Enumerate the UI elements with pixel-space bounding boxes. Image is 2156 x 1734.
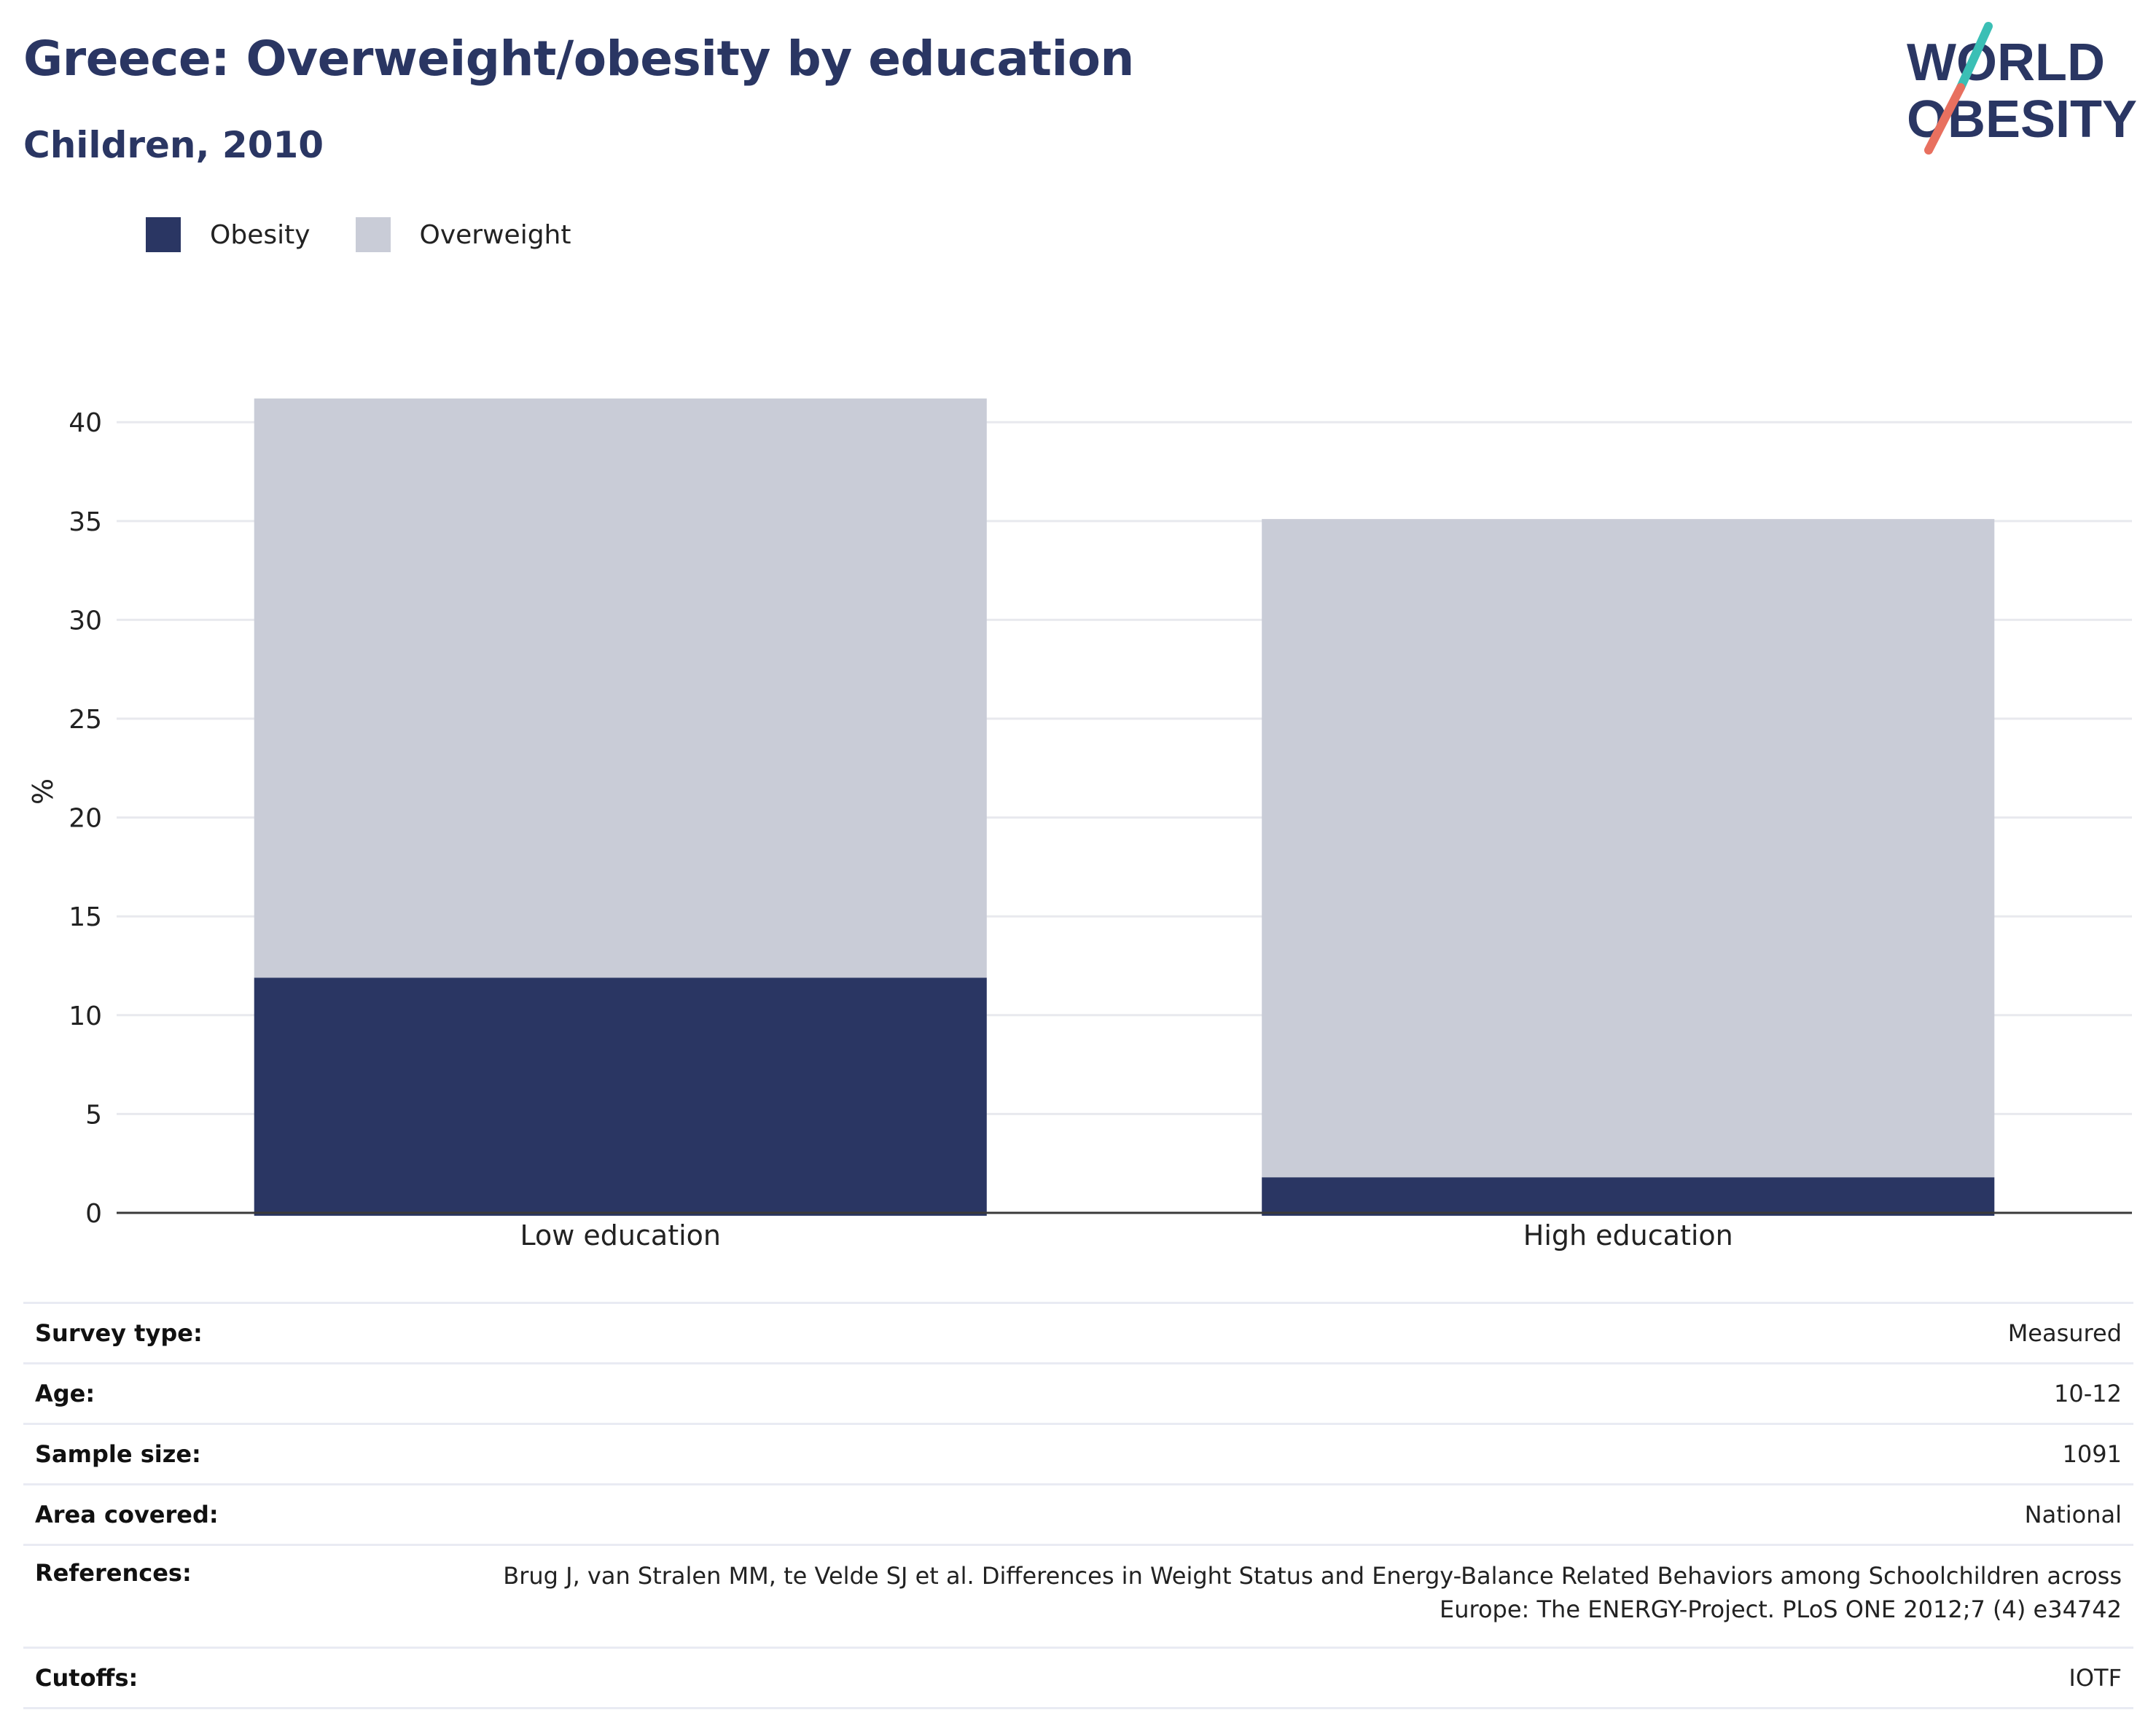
info-key: Sample size: (35, 1440, 201, 1468)
legend-label-obesity: Obesity (210, 219, 310, 250)
logo-slash-bottom (1924, 83, 1965, 155)
y-tick-label: 20 (69, 804, 102, 834)
info-value: Measured (2007, 1319, 2122, 1347)
info-value: 1091 (2062, 1440, 2122, 1468)
y-tick-label: 40 (69, 408, 102, 438)
y-tick-label: 30 (69, 606, 102, 636)
info-key: Area covered: (35, 1501, 219, 1528)
y-tick-label: 0 (85, 1199, 102, 1229)
legend-swatch-obesity (146, 217, 181, 252)
y-axis-label: % (27, 778, 59, 805)
y-tick-labels: 0 5 10 15 20 25 30 35 40 (69, 408, 102, 1229)
info-key: Age: (35, 1380, 95, 1407)
survey-info-table: Survey type: Measured Age: 10-12 Sample si… (23, 1302, 2133, 1709)
y-tick-label: 25 (69, 705, 102, 735)
info-row-sample-size: Sample size: 1091 (23, 1423, 2133, 1485)
bar-overweight-high-education[interactable] (1262, 519, 1995, 1178)
info-key: Cutoffs: (35, 1664, 138, 1692)
info-row-cutoffs: Cutoffs: IOTF (23, 1647, 2133, 1708)
bars (254, 398, 1995, 1216)
info-row-references: References: Brug J, van Stralen MM, te Ve… (23, 1544, 2133, 1648)
bar-obesity-high-education[interactable] (1262, 1177, 1995, 1216)
info-value: National (2024, 1501, 2122, 1528)
info-row-age: Age: 10-12 (23, 1363, 2133, 1424)
info-row-survey-type: Survey type: Measured (23, 1303, 2133, 1364)
chart-subtitle: Children, 2010 (23, 124, 324, 166)
legend-label-overweight: Overweight (419, 219, 571, 250)
bar-overweight-low-education[interactable] (254, 398, 987, 978)
logo-slash-top (1956, 22, 1993, 92)
y-tick-label: 35 (69, 507, 102, 537)
info-value: IOTF (2069, 1664, 2122, 1692)
info-row-area-covered: Area covered: National (23, 1484, 2133, 1545)
info-key: References: (35, 1559, 192, 1587)
info-value: 10-12 (2054, 1380, 2122, 1407)
info-value: Brug J, van Stralen MM, te Velde SJ et a… (503, 1562, 2122, 1623)
bar-obesity-low-education[interactable] (254, 977, 987, 1216)
legend-item-obesity[interactable]: Obesity (146, 217, 310, 252)
y-tick-label: 5 (85, 1100, 102, 1130)
y-tick-label: 10 (69, 1001, 102, 1031)
bar-chart: 0 5 10 15 20 25 30 35 40 Low education High educa… (27, 398, 2132, 1251)
world-obesity-logo: WORLD OBESITY (1907, 22, 2137, 155)
legend-item-overweight[interactable]: Overweight (355, 217, 571, 252)
legend-swatch-overweight (355, 217, 391, 252)
logo-line1: WORLD (1907, 34, 2105, 92)
info-key: Survey type: (35, 1319, 203, 1347)
x-tick-label: High education (1523, 1219, 1733, 1251)
y-tick-label: 15 (69, 902, 102, 932)
x-tick-label: Low education (520, 1219, 721, 1251)
x-tick-labels: Low education High education (520, 1219, 1733, 1251)
chart-title: Greece: Overweight/obesity by education (23, 31, 1134, 87)
chart-legend: Obesity Overweight (146, 217, 616, 252)
